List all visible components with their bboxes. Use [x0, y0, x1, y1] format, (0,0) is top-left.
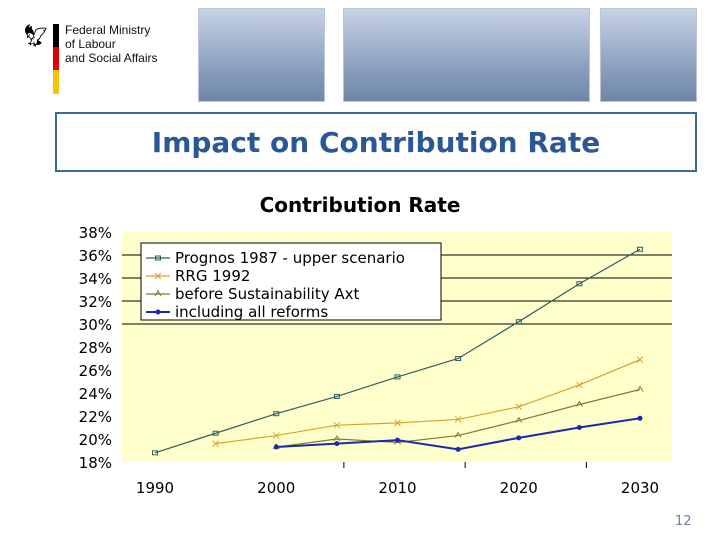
y-tick-label: 30%: [79, 316, 112, 334]
data-point: [272, 432, 280, 439]
legend-label: before Sustainability Axt: [175, 285, 360, 303]
data-point: [576, 381, 583, 389]
y-tick-label: 34%: [79, 270, 112, 288]
data-point: [334, 441, 340, 447]
data-point: [515, 403, 523, 411]
y-tick-label: 28%: [79, 339, 112, 357]
data-point: [395, 437, 400, 443]
x-tick-label: 1990: [136, 479, 174, 497]
data-point: [154, 290, 162, 297]
data-point: [273, 411, 280, 417]
y-tick-label: 36%: [79, 247, 112, 265]
data-point: [516, 435, 522, 441]
building-photo-3: [600, 8, 697, 102]
data-point: [394, 374, 401, 380]
y-tick-label: 18%: [79, 454, 112, 472]
legend-label: RRG 1992: [175, 267, 250, 285]
data-point: [454, 431, 462, 438]
y-tick-label: 38%: [79, 224, 112, 242]
building-photo-2: [343, 8, 590, 102]
data-point: [154, 272, 162, 280]
data-point: [637, 415, 643, 421]
data-point: [333, 435, 341, 442]
y-tick-label: 24%: [79, 385, 112, 403]
x-tick-label: 2020: [500, 479, 538, 497]
data-point: [455, 446, 461, 452]
building-photo-1: [198, 8, 325, 102]
data-point: [155, 255, 161, 261]
series-line: [215, 359, 641, 445]
data-point: [636, 356, 644, 364]
x-tick-label: 2030: [621, 479, 659, 497]
data-point: [394, 419, 401, 427]
data-point: [575, 400, 583, 407]
ministry-logo: 🦅︎ Federal Ministry of Labour and Social…: [18, 18, 198, 98]
x-tick-label: 2010: [378, 479, 416, 497]
legend-label: including all reforms: [175, 303, 328, 321]
page-number: 12: [675, 514, 692, 529]
x-tick-label: 2000: [257, 479, 295, 497]
data-point: [515, 416, 523, 423]
ministry-name: Federal Ministry of Labour and Social Af…: [65, 23, 158, 65]
series-line: [276, 388, 641, 448]
slide-title-box: Impact on Contribution Rate: [55, 112, 697, 172]
y-tick-label: 26%: [79, 362, 112, 380]
data-point: [152, 450, 158, 456]
y-tick-label: 32%: [79, 293, 112, 311]
federal-eagle-icon: 🦅︎: [22, 24, 50, 49]
data-point: [155, 309, 161, 315]
data-point: [333, 421, 341, 429]
data-point: [333, 393, 340, 399]
data-point: [212, 440, 219, 447]
chart-title: Contribution Rate: [259, 193, 461, 217]
data-point: [455, 356, 462, 361]
slide-title: Impact on Contribution Rate: [151, 125, 601, 159]
data-point: [454, 416, 462, 423]
data-point: [576, 281, 583, 287]
data-point: [273, 444, 279, 450]
data-point: [212, 430, 219, 436]
data-point: [636, 385, 644, 392]
y-tick-label: 20%: [79, 431, 112, 449]
data-point: [637, 246, 643, 252]
german-flag-bar: [53, 24, 59, 94]
legend-box: [140, 242, 442, 321]
series-line: [154, 248, 641, 454]
y-tick-label: 22%: [79, 408, 112, 426]
data-point: [576, 425, 582, 430]
legend-label: Prognos 1987 - upper scenario: [175, 249, 405, 267]
data-point: [515, 319, 522, 325]
